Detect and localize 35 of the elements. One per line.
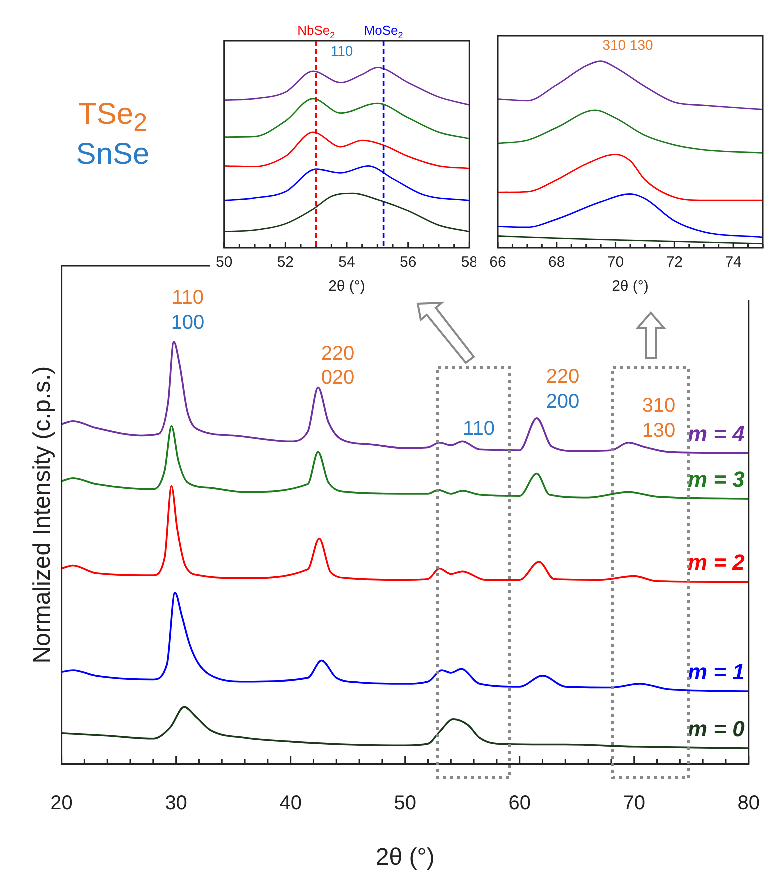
x-tick-label: 74 <box>725 254 742 272</box>
x-axis-title: 2θ (°) <box>376 844 435 872</box>
annotation: 110 <box>463 418 495 440</box>
text: TSe$_{2}$ <box>78 98 148 137</box>
x-tick-label: 70 <box>607 254 624 272</box>
x-tick-label: 72 <box>666 254 684 272</box>
x-tick-label: 56 <box>400 254 417 272</box>
series-label: m = 3 <box>688 467 745 492</box>
y-axis-title: Normalized Intensity (c.p.s.) <box>29 366 56 664</box>
annotation: 200 <box>546 391 580 413</box>
x-tick-label: 68 <box>548 254 566 272</box>
x-tick-label: 50 <box>216 254 233 272</box>
text: SnSe <box>76 138 150 171</box>
x-tick-label: 70 <box>623 792 646 815</box>
x-tick-label: 80 <box>738 792 760 815</box>
text: 100 <box>171 312 205 334</box>
x-axis-title: 2θ (°) <box>612 278 649 296</box>
x-tick-label: 54 <box>338 254 356 272</box>
annotation: 020 <box>321 367 355 389</box>
text: 110 <box>330 43 354 59</box>
x-tick-label: 20 <box>50 792 73 815</box>
annotation: 310 <box>642 395 676 417</box>
x-tick-label: 50 <box>394 792 416 815</box>
annotation: 130 <box>642 420 676 442</box>
annotation: 220 <box>546 366 580 388</box>
x-tick-label: 60 <box>508 792 531 815</box>
text: 110 <box>172 287 204 309</box>
text: 310 130 <box>602 37 654 53</box>
annotation: 220 <box>321 343 355 365</box>
series-label: m = 2 <box>688 550 746 576</box>
x-tick-label: 30 <box>165 792 188 815</box>
x-axis-title: 2θ (°) <box>328 278 366 296</box>
x-tick-label: 40 <box>280 792 302 815</box>
x-tick-label: 66 <box>490 254 506 272</box>
x-tick-label: 52 <box>277 254 294 272</box>
